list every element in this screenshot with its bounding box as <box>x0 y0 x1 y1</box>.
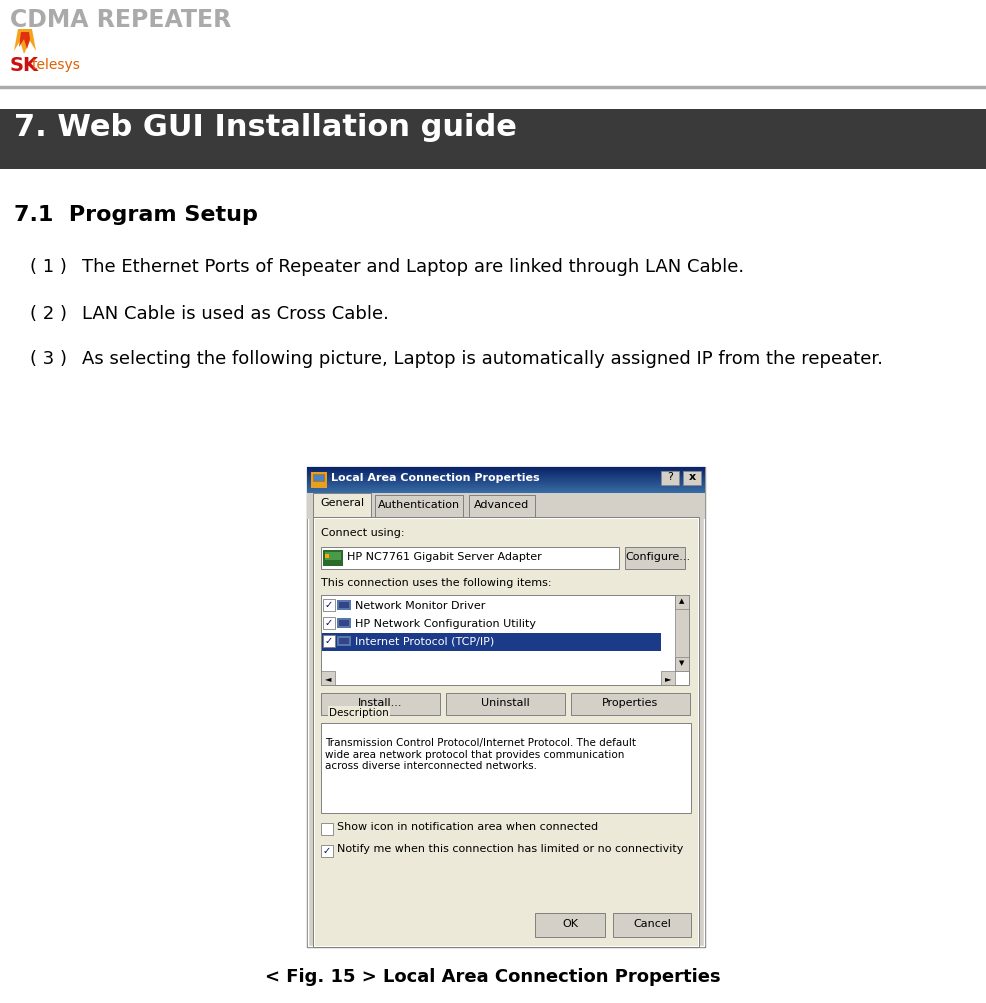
Bar <box>321 596 689 685</box>
Bar <box>535 913 605 937</box>
Bar <box>469 495 535 518</box>
Bar <box>314 519 698 946</box>
Text: ✓: ✓ <box>325 618 333 627</box>
Text: ◄: ◄ <box>324 673 331 682</box>
Text: Internet Protocol (TCP/IP): Internet Protocol (TCP/IP) <box>355 636 494 646</box>
Bar <box>613 913 691 937</box>
Bar <box>661 471 679 485</box>
Bar <box>313 474 325 482</box>
Bar <box>0 110 986 170</box>
Bar <box>311 472 327 488</box>
Text: ✓: ✓ <box>323 846 331 856</box>
Text: ( 1 ): ( 1 ) <box>30 258 67 276</box>
Bar <box>314 475 324 481</box>
Text: HP Network Configuration Utility: HP Network Configuration Utility <box>355 619 536 628</box>
Bar <box>305 465 707 949</box>
Text: x: x <box>688 471 695 481</box>
Bar <box>307 467 705 947</box>
Bar <box>375 495 463 518</box>
Text: Uninstall: Uninstall <box>480 697 529 707</box>
Bar <box>571 693 690 715</box>
Text: Cancel: Cancel <box>633 918 670 928</box>
Bar <box>339 621 349 627</box>
Bar <box>325 553 341 561</box>
Text: ( 2 ): ( 2 ) <box>30 305 67 323</box>
Text: Advanced: Advanced <box>474 499 529 510</box>
Text: Notify me when this connection has limited or no connectivity: Notify me when this connection has limit… <box>337 844 683 854</box>
Bar <box>313 493 371 518</box>
Text: Show icon in notification area when connected: Show icon in notification area when conn… <box>337 821 599 831</box>
Text: SK: SK <box>10 56 39 75</box>
Bar <box>323 551 343 567</box>
Bar <box>675 596 689 610</box>
Text: Transmission Control Protocol/Internet Protocol. The default
wide area network p: Transmission Control Protocol/Internet P… <box>325 737 636 770</box>
Bar <box>446 693 565 715</box>
Bar <box>675 657 689 671</box>
Text: ?: ? <box>668 471 672 481</box>
Bar <box>339 638 349 644</box>
Bar <box>325 555 329 559</box>
Text: < Fig. 15 > Local Area Connection Properties: < Fig. 15 > Local Area Connection Proper… <box>265 967 721 985</box>
Text: General: General <box>319 497 364 508</box>
Bar <box>307 493 705 520</box>
Polygon shape <box>19 33 30 50</box>
Text: LAN Cable is used as Cross Cable.: LAN Cable is used as Cross Cable. <box>82 305 388 323</box>
Text: Authentication: Authentication <box>378 499 460 510</box>
Bar <box>337 601 351 611</box>
Text: HP NC7761 Gigabit Server Adapter: HP NC7761 Gigabit Server Adapter <box>347 552 541 562</box>
Bar <box>322 633 661 651</box>
Text: ▼: ▼ <box>679 659 684 665</box>
Bar <box>683 471 701 485</box>
Text: Connect using:: Connect using: <box>321 528 404 538</box>
Text: Description: Description <box>329 707 388 717</box>
Bar <box>321 671 335 685</box>
Bar <box>321 693 440 715</box>
Text: ▲: ▲ <box>679 598 684 604</box>
Text: Install...: Install... <box>358 697 402 707</box>
Bar <box>323 618 335 629</box>
Bar <box>625 548 685 570</box>
Text: ✓: ✓ <box>325 600 333 610</box>
Bar <box>313 518 699 947</box>
Polygon shape <box>14 30 36 55</box>
Bar <box>321 548 619 570</box>
Bar <box>321 846 333 858</box>
Text: telesys: telesys <box>32 58 81 72</box>
Text: 7. Web GUI Installation guide: 7. Web GUI Installation guide <box>14 113 517 141</box>
Bar <box>337 619 351 628</box>
Text: This connection uses the following items:: This connection uses the following items… <box>321 578 551 588</box>
Text: ( 3 ): ( 3 ) <box>30 350 67 368</box>
Text: As selecting the following picture, Laptop is automatically assigned IP from the: As selecting the following picture, Lapt… <box>82 350 883 368</box>
Text: Local Area Connection Properties: Local Area Connection Properties <box>331 472 539 482</box>
Bar <box>323 635 335 647</box>
Text: Configure...: Configure... <box>625 552 690 562</box>
Text: The Ethernet Ports of Repeater and Laptop are linked through LAN Cable.: The Ethernet Ports of Repeater and Lapto… <box>82 258 744 276</box>
Bar <box>661 671 675 685</box>
Text: ►: ► <box>665 673 671 682</box>
Text: Properties: Properties <box>601 697 658 707</box>
Bar <box>321 723 691 813</box>
Bar <box>323 600 335 612</box>
Bar <box>308 468 704 946</box>
Bar <box>337 636 351 646</box>
Text: ✓: ✓ <box>325 635 333 645</box>
Text: Network Monitor Driver: Network Monitor Driver <box>355 601 485 611</box>
Text: OK: OK <box>562 918 578 928</box>
Bar <box>321 823 333 835</box>
Text: 7.1  Program Setup: 7.1 Program Setup <box>14 205 258 225</box>
Bar <box>339 603 349 609</box>
Text: CDMA REPEATER: CDMA REPEATER <box>10 8 232 32</box>
Bar <box>675 596 689 671</box>
